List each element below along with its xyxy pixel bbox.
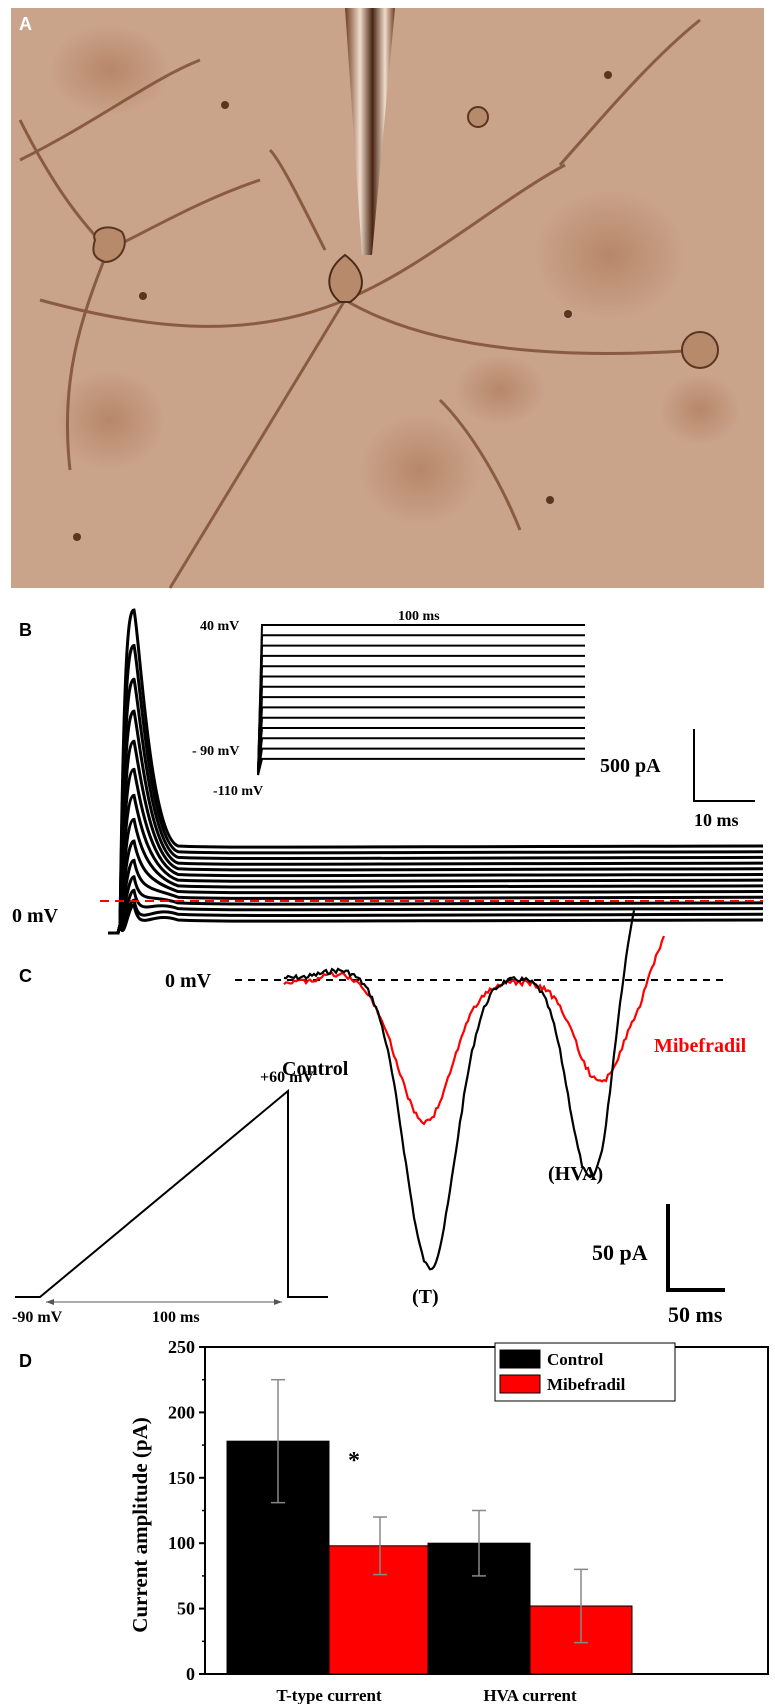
scale-bar-b xyxy=(693,729,755,802)
voltage-step xyxy=(257,644,585,776)
voltage-step xyxy=(257,727,585,776)
cell-blur xyxy=(360,415,480,525)
y-tick-label: 150 xyxy=(168,1468,195,1488)
cell-blur xyxy=(660,375,740,445)
cell-debris xyxy=(73,533,81,541)
ramp-protocol xyxy=(15,1088,328,1298)
voltage-step xyxy=(257,757,585,776)
current-trace xyxy=(108,898,764,935)
current-trace xyxy=(108,767,764,935)
current-trace xyxy=(108,888,764,935)
cell-debris xyxy=(139,292,147,300)
arrowhead xyxy=(274,1299,282,1305)
scale-bar-c xyxy=(666,1204,725,1292)
voltage-step xyxy=(257,737,585,776)
cell-debris xyxy=(467,106,489,128)
current-trace xyxy=(108,839,764,935)
panel-b-letter: B xyxy=(19,620,32,640)
panel-d-letter: D xyxy=(19,1351,32,1371)
y-tick-label: 100 xyxy=(168,1533,195,1553)
patch-pipette xyxy=(345,8,395,255)
current-trace xyxy=(108,817,764,935)
t-peak-label: (T) xyxy=(412,1286,439,1308)
scale-bar-b-y-label: 500 pA xyxy=(600,755,661,777)
control-trace-label: Control xyxy=(282,1058,349,1080)
panel-a-micrograph: A xyxy=(11,8,764,589)
mibefradil-trace-label: Mibefradil xyxy=(654,1035,747,1057)
current-trace xyxy=(108,608,764,935)
control-trace xyxy=(283,910,636,1271)
ramp-top-label: +60 mV xyxy=(260,1069,314,1086)
x-category-label: T-type current xyxy=(276,1686,382,1704)
neurites xyxy=(18,18,701,589)
cell-blur xyxy=(455,355,545,425)
voltage-step xyxy=(257,675,585,776)
zero-mv-label-c: 0 mV xyxy=(165,970,212,992)
panel-b: B 0 mV 40 mV 100 ms - 90 mV -110 mV 500 … xyxy=(12,608,764,935)
scale-bar-b-x-label: 10 ms xyxy=(694,810,739,830)
voltage-step xyxy=(257,624,585,776)
soma xyxy=(328,253,363,303)
y-axis-label: Current amplitude (pA) xyxy=(128,1417,152,1632)
ramp-duration-label: 100 ms xyxy=(152,1309,200,1326)
voltage-step xyxy=(257,654,585,776)
panel-c-letter: C xyxy=(19,966,32,986)
bar-chart: 0 50 100 150 200 250 T-type current HVA current… xyxy=(168,1337,769,1704)
current-trace xyxy=(108,858,764,935)
cell-debris xyxy=(221,101,229,109)
y-tick-label: 250 xyxy=(168,1337,195,1357)
y-tick-label: 50 xyxy=(177,1599,195,1619)
cell-blur xyxy=(535,190,685,320)
soma xyxy=(681,331,719,369)
inset-top-label: 40 mV xyxy=(200,619,239,634)
legend-swatch xyxy=(499,1374,541,1394)
ramp-start-label: -90 mV xyxy=(12,1309,63,1326)
cell-debris xyxy=(546,496,554,504)
significance-star: * xyxy=(348,1448,360,1474)
voltage-step xyxy=(257,747,585,776)
scale-bar-c-y-label: 50 pA xyxy=(592,1240,648,1265)
legend-label: Mibefradil xyxy=(547,1375,626,1394)
y-tick-label: 0 xyxy=(186,1664,195,1684)
panel-a-letter: A xyxy=(19,14,32,34)
legend-label: Control xyxy=(547,1350,604,1369)
current-trace xyxy=(108,643,764,935)
hva-peak-label: (HVA) xyxy=(548,1163,603,1185)
zero-mv-label: 0 mV xyxy=(12,905,59,927)
cell-debris xyxy=(564,310,572,318)
soma xyxy=(92,226,126,264)
inset-pre-label: -110 mV xyxy=(213,784,263,799)
voltage-step xyxy=(257,716,585,776)
current-trace xyxy=(108,793,764,935)
inset-hold-label: - 90 mV xyxy=(192,744,239,759)
panel-d: D 0 50 100 150 200 250 T-type current HVA curre… xyxy=(19,1337,769,1704)
arrowhead xyxy=(46,1299,54,1305)
scale-bar-c-x-label: 50 ms xyxy=(668,1302,723,1327)
mibefradil-trace xyxy=(283,935,666,1126)
current-trace xyxy=(108,875,764,935)
inset-duration-label: 100 ms xyxy=(398,609,440,624)
cell-blur xyxy=(55,370,165,470)
voltage-protocol-inset xyxy=(257,624,585,776)
current-traces xyxy=(108,608,764,935)
voltage-step xyxy=(257,685,585,776)
cell-debris xyxy=(604,71,612,79)
y-tick-label: 200 xyxy=(168,1402,195,1422)
voltage-step xyxy=(257,696,585,776)
cell-blur xyxy=(50,25,170,115)
panel-c: C 0 mV +60 mV -90 mV 100 ms Control Mibe… xyxy=(12,910,747,1327)
legend-swatch xyxy=(499,1349,541,1369)
x-category-label: HVA current xyxy=(483,1686,577,1704)
